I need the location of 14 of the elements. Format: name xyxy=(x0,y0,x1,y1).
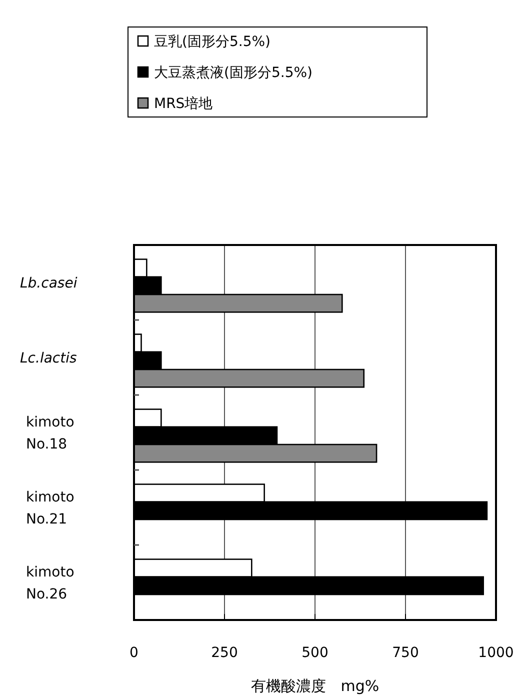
legend-label: 豆乳(固形分5.5%) xyxy=(154,34,270,50)
x-tick-label: 0 xyxy=(130,645,138,661)
legend-label: MRS培地 xyxy=(154,96,213,112)
y-tick-label: Lc.lactis xyxy=(20,350,77,366)
y-tick-label: kimoto No.26 xyxy=(26,564,74,602)
y-tick-label: kimoto No.18 xyxy=(26,414,74,452)
x-tick-label: 1000 xyxy=(478,645,514,661)
x-tick-label: 250 xyxy=(211,645,238,661)
x-axis-title: 有機酸濃度 mg% xyxy=(250,677,380,695)
y-tick-label: kimoto No.21 xyxy=(26,490,74,528)
x-tick-label: 500 xyxy=(302,645,328,661)
y-tick-label: Lb.casei xyxy=(20,276,78,292)
x-tick-label: 750 xyxy=(392,645,419,661)
legend-label: 大豆蒸煮液(固形分5.5%) xyxy=(154,65,312,81)
